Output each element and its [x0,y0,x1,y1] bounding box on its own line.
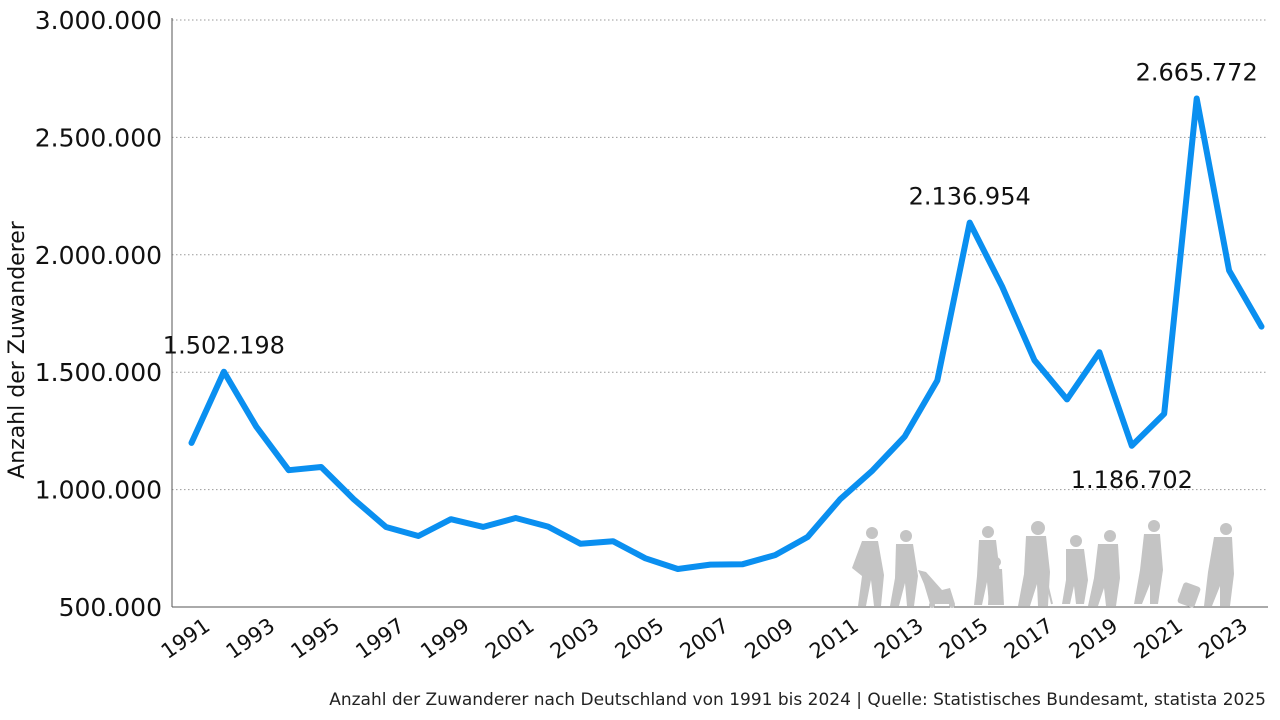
x-tick-label: 2017 [1000,613,1058,663]
x-tick-labels: 1991 1993 1995 1997 1999 2001 2003 2005 2007 2009… [157,613,1252,663]
y-tick-label: 500.000 [59,593,162,622]
walking-person-silhouette [1134,520,1163,604]
walking-person-silhouette [1062,535,1088,604]
x-tick-label: 2007 [676,613,734,663]
data-label: 1.502.198 [163,332,285,360]
x-tick-label: 2005 [611,613,669,663]
y-tick-label: 1.000.000 [35,476,162,505]
walking-person-silhouette [1018,521,1053,606]
axes [171,18,1268,608]
x-tick-label: 2015 [935,613,993,663]
x-tick-label: 2021 [1130,613,1188,663]
person-with-suitcase-silhouette [1177,523,1234,608]
y-tick-label: 2.500.000 [35,123,162,152]
x-tick-label: 1991 [157,613,215,663]
x-tick-label: 1999 [416,613,474,663]
stroller-silhouette [918,570,955,608]
grid-lines [172,19,1268,491]
x-tick-label: 1993 [222,613,280,663]
walking-person-silhouette [890,530,918,606]
series-line [188,95,1265,572]
y-tick-labels: 500.000 1.000.000 1.500.000 2.000.000 2.500.… [35,6,162,622]
x-tick-label: 2001 [481,613,539,663]
x-tick-label: 2011 [805,613,863,663]
y-axis-label: Anzahl der Zuwanderer [5,220,30,479]
y-tick-label: 1.500.000 [35,358,162,387]
source-caption: Anzahl der Zuwanderer nach Deutschland v… [329,690,1266,710]
walking-person-silhouette [1088,530,1120,606]
data-label: 1.186.702 [1071,466,1193,494]
data-label: 2.665.772 [1136,58,1258,86]
data-label: 2.136.954 [909,183,1031,211]
y-tick-label: 3.000.000 [35,6,162,35]
data-labels: 1.502.198 2.136.954 1.186.702 2.665.772 [163,58,1258,493]
x-tick-label: 2019 [1065,613,1123,663]
x-tick-label: 2009 [740,613,798,663]
data-points [191,98,1262,570]
x-tick-label: 2023 [1194,613,1252,663]
walking-person-silhouette [852,527,884,606]
x-tick-label: 1997 [351,613,409,663]
x-tick-label: 1995 [286,613,344,663]
family-silhouette [974,526,1004,605]
x-tick-label: 2003 [546,613,604,663]
x-tick-label: 2013 [870,613,928,663]
migrant-silhouettes [852,520,1234,608]
y-tick-label: 2.000.000 [35,241,162,270]
